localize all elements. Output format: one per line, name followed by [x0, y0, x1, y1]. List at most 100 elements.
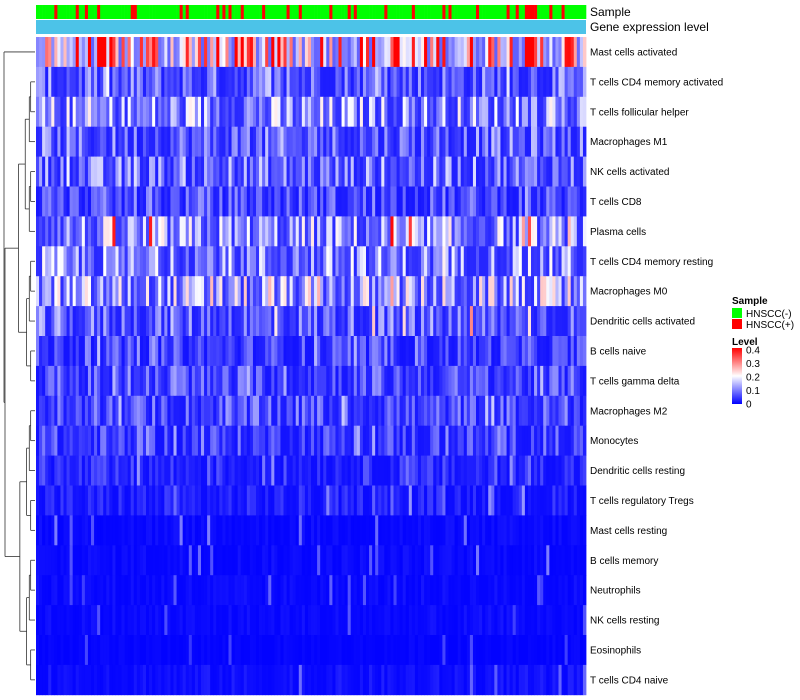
heatmap-cell: [430, 605, 434, 636]
heatmap-cell: [500, 515, 504, 546]
heatmap-cell: [185, 455, 190, 486]
heatmap-cell: [472, 37, 477, 68]
sample-cell: [94, 5, 98, 19]
heatmap-cell: [39, 126, 43, 157]
heatmap-cell: [69, 545, 74, 576]
heatmap-cell: [60, 276, 64, 307]
heatmap-cell: [280, 485, 284, 516]
heatmap-cell: [51, 66, 55, 98]
heatmap-cell: [78, 246, 83, 277]
heatmap-cell: [48, 246, 52, 277]
heatmap-cell: [326, 66, 330, 98]
heatmap-cell: [314, 425, 318, 456]
heatmap-cell: [307, 515, 312, 546]
heatmap-cell: [372, 336, 376, 367]
heatmap-cell: [531, 395, 535, 427]
heatmap-cell: [164, 216, 168, 247]
heatmap-cell: [259, 96, 263, 128]
heatmap-cell: [179, 515, 184, 546]
heatmap-cell: [130, 425, 135, 456]
heatmap-cell: [436, 336, 440, 367]
heatmap-cell: [494, 664, 498, 696]
heatmap-cell: [445, 186, 449, 217]
heatmap-cell: [546, 37, 550, 68]
heatmap-cell: [112, 37, 116, 68]
heatmap-cell: [500, 37, 504, 68]
heatmap-cell: [320, 336, 324, 367]
heatmap-cell: [45, 664, 49, 696]
heatmap-cell: [228, 306, 232, 337]
heatmap-cell: [146, 156, 150, 187]
heatmap-cell: [433, 96, 437, 128]
heatmap-cell: [237, 96, 242, 128]
heatmap-cell: [579, 485, 584, 516]
heatmap-cell: [127, 66, 132, 98]
heatmap-cell: [170, 485, 174, 516]
heatmap-cell: [491, 664, 495, 696]
heatmap-cell: [176, 664, 181, 696]
heatmap-cell: [417, 395, 422, 427]
heatmap-cell: [158, 336, 162, 367]
heatmap-cell: [97, 545, 101, 576]
heatmap-cell: [518, 37, 523, 68]
heatmap-cell: [164, 186, 168, 217]
heatmap-cell: [439, 126, 443, 157]
heatmap-cell: [36, 515, 40, 546]
heatmap-cell: [527, 515, 532, 546]
heatmap-cell: [561, 515, 566, 546]
heatmap-cell: [66, 545, 71, 576]
heatmap-cell: [289, 37, 294, 68]
heatmap-cell: [124, 425, 129, 456]
sample-cell: [63, 5, 67, 19]
heatmap-cell: [57, 37, 61, 68]
heatmap-cell: [51, 336, 55, 367]
heatmap-cell: [249, 545, 254, 576]
heatmap-cell: [344, 455, 349, 486]
heatmap-cell: [579, 126, 584, 157]
heatmap-cell: [94, 455, 98, 486]
heatmap-cell: [286, 336, 291, 367]
heatmap-cell: [555, 336, 559, 367]
heatmap-cell: [197, 515, 202, 546]
heatmap-cell: [207, 664, 211, 696]
heatmap-cell: [497, 545, 501, 576]
heatmap-cell: [433, 635, 437, 666]
heatmap-cell: [576, 455, 581, 486]
heatmap-cell: [271, 395, 275, 427]
heatmap-cell: [402, 66, 407, 98]
heatmap-cell: [45, 156, 49, 187]
heatmap-cell: [246, 545, 251, 576]
heatmap-cell: [317, 96, 321, 128]
sample-cell: [424, 5, 428, 19]
heatmap-cell: [362, 306, 367, 337]
sample-cell: [485, 5, 489, 19]
heatmap-cell: [570, 37, 575, 68]
heatmap-cell: [341, 306, 346, 337]
heatmap-cell: [249, 455, 254, 486]
sample-cell: [185, 5, 190, 19]
heatmap-cell: [182, 485, 187, 516]
heatmap-cell: [84, 246, 89, 277]
heatmap-cell: [570, 126, 575, 157]
heatmap-cell: [170, 126, 174, 157]
heatmap-cell: [546, 515, 550, 546]
heatmap-cell: [161, 37, 165, 68]
heatmap-cell: [115, 216, 119, 247]
heatmap-cell: [42, 635, 46, 666]
heatmap-cell: [433, 455, 437, 486]
sample-cell: [72, 5, 77, 19]
heatmap-cell: [63, 306, 67, 337]
heatmap-cell: [149, 365, 153, 397]
heatmap-cell: [213, 605, 217, 636]
sample-cell: [411, 5, 416, 19]
heatmap-cell: [582, 246, 587, 277]
sample-cell: [515, 5, 520, 19]
heatmap-cell: [106, 126, 110, 157]
heatmap-cell: [335, 545, 339, 576]
heatmap-cell: [408, 605, 413, 636]
heatmap-cell: [173, 605, 177, 636]
heatmap-cell: [534, 66, 538, 98]
heatmap-cell: [286, 455, 291, 486]
heatmap-cell: [527, 306, 532, 337]
heatmap-cell: [268, 545, 272, 576]
